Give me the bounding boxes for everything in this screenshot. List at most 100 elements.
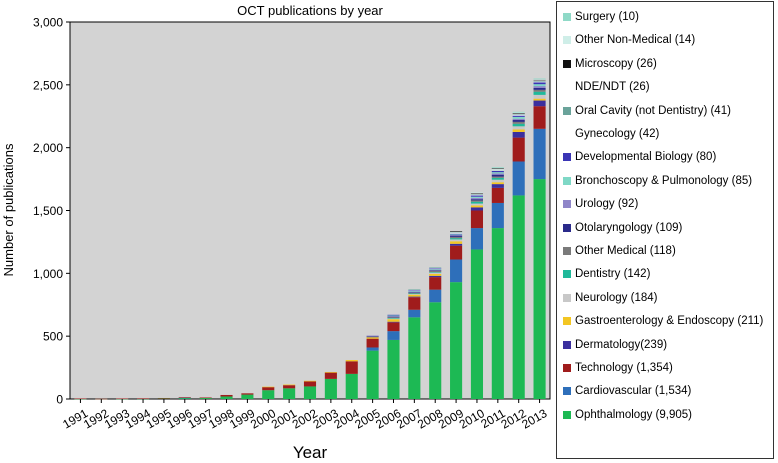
bar-segment [408, 294, 421, 297]
bar-segment [324, 372, 337, 379]
bar-segment [450, 233, 463, 234]
legend-item: Developmental Biology (80) [563, 149, 716, 165]
plot-area [69, 21, 551, 400]
legend-swatch [563, 59, 571, 68]
bar-segment [512, 129, 525, 132]
bar-segment [241, 393, 254, 395]
y-tick-label: 0 [56, 393, 63, 407]
bar-segment [429, 269, 442, 271]
bar-segment [408, 290, 421, 292]
legend-swatch [563, 153, 571, 162]
bar-segment [429, 270, 442, 271]
bar-segment [512, 195, 525, 399]
bar-segment [345, 360, 358, 362]
bar-segment [470, 199, 484, 201]
legend-item: Gastroenterology & Endoscopy (211) [563, 313, 763, 329]
legend-item: Bronchoscopy & Pulmonology (85) [563, 173, 752, 189]
legend-label: Gastroenterology & Endoscopy (211) [575, 315, 764, 328]
bar-segment [199, 397, 212, 399]
legend-label: Dentistry (142) [575, 268, 651, 281]
bar-segment [366, 350, 379, 399]
bar-segment [450, 231, 463, 233]
y-tick-label: 500 [43, 330, 63, 344]
bar-segment [491, 182, 504, 185]
bar-segment [429, 268, 442, 270]
bar-segment [262, 390, 275, 399]
bar-segment [450, 235, 463, 236]
bar-segment [429, 268, 442, 269]
bar-segment [345, 373, 358, 399]
bar-segment [324, 378, 337, 399]
bar-segment [533, 100, 546, 107]
bar-segment [387, 331, 400, 340]
bar-segment [533, 79, 546, 80]
bar-segment [533, 79, 546, 81]
legend-label: Other Non-Medical (14) [575, 34, 696, 47]
bar-segment [429, 272, 442, 274]
bar-segment [512, 112, 525, 114]
bar-segment [387, 314, 400, 316]
legend-label: Surgery (10) [575, 11, 639, 23]
bar-segment [512, 123, 525, 127]
legend-label: Ophthalmology (9,905) [575, 408, 692, 421]
legend-item: Gynecology (42) [563, 126, 659, 142]
bar-segment [387, 316, 400, 317]
y-axis-label: Number of publications [1, 143, 16, 276]
bar-segment [408, 289, 421, 291]
bar-segment [387, 339, 400, 399]
legend-swatch [563, 223, 571, 232]
bar-segment [408, 294, 421, 295]
bar-segment [178, 397, 191, 399]
bar-segment [387, 317, 400, 319]
bar-segment [470, 200, 484, 202]
bar-segment [387, 316, 400, 318]
legend-label: Technology (1,354) [575, 362, 673, 374]
bar-segment [470, 195, 484, 197]
legend-label: Cardiovascular (1,534) [575, 385, 692, 398]
bar-segment [491, 228, 504, 399]
legend-swatch [563, 364, 571, 372]
bar-segment [470, 210, 484, 229]
legend-item: Technology (1,354) [563, 360, 673, 376]
bar-segment [470, 228, 484, 250]
bar-segment [408, 317, 421, 399]
bar-segment [345, 361, 358, 374]
legend: Surgery (10) Other Non-Medical (14) Micros… [556, 1, 774, 459]
bar-segment [470, 192, 484, 193]
y-tick-label: 1,500 [33, 204, 63, 218]
bar-segment [533, 91, 546, 95]
bar-segment [491, 172, 504, 174]
bar-segment [199, 397, 212, 399]
bar-segment [366, 347, 379, 351]
bar-segment [366, 338, 379, 348]
legend-swatch [563, 387, 571, 396]
legend-item: Otolaryngology (109) [563, 220, 682, 236]
legend-item: Cardiovascular (1,534) [563, 383, 691, 399]
bar-segment [512, 118, 525, 121]
bar-segment [533, 80, 546, 82]
legend-swatch [563, 13, 571, 21]
bar-segment [470, 194, 484, 195]
bar-segment [491, 174, 504, 177]
x-tick-label: 2013 [519, 406, 549, 432]
bar-segment [533, 179, 546, 399]
legend-item: Dentistry (142) [563, 266, 650, 282]
bar-segment [429, 270, 442, 273]
bar-segment [512, 113, 525, 115]
legend-item: Oral Cavity (not Dentistry) (41) [563, 103, 731, 119]
legend-label: Urology (92) [575, 198, 639, 211]
bar-segment [512, 111, 525, 113]
bar-segment [512, 120, 525, 122]
bar-segment [366, 336, 379, 337]
bar-segment [491, 168, 504, 170]
bar-segment [450, 232, 463, 234]
legend-item: Neurology (184) [563, 290, 657, 306]
bar-segment [533, 81, 546, 82]
bar-segment [303, 381, 317, 387]
legend-swatch [563, 247, 571, 255]
legend-item: Urology (92) [563, 196, 638, 212]
bar-segment [429, 272, 442, 273]
legend-swatch [563, 36, 571, 45]
bar-segment [241, 394, 254, 399]
